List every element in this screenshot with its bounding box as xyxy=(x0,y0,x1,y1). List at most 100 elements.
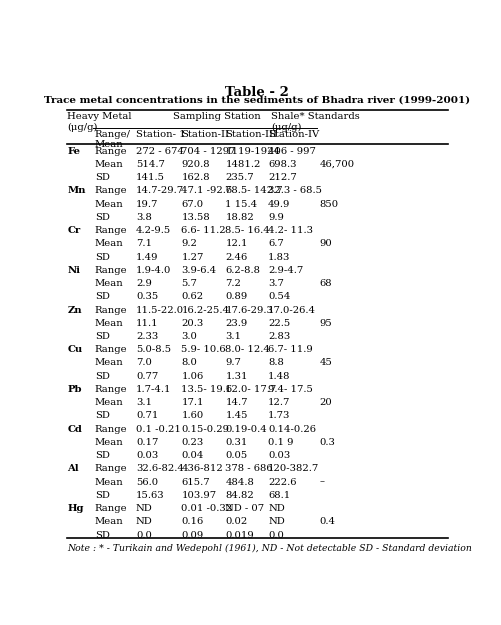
Text: Range: Range xyxy=(95,385,127,394)
Text: SD: SD xyxy=(95,372,109,381)
Text: 1.60: 1.60 xyxy=(181,411,203,421)
Text: 7.0: 7.0 xyxy=(136,359,151,368)
Text: Cd: Cd xyxy=(67,424,82,434)
Text: 235.7: 235.7 xyxy=(225,173,254,182)
Text: 0.03: 0.03 xyxy=(136,451,158,460)
Text: 0.17: 0.17 xyxy=(136,438,158,447)
Text: Al: Al xyxy=(67,464,79,473)
Text: 378 - 686: 378 - 686 xyxy=(225,464,273,473)
Text: 272 - 674: 272 - 674 xyxy=(136,147,183,156)
Text: 2.9: 2.9 xyxy=(136,279,151,288)
Text: 12.1: 12.1 xyxy=(225,239,247,248)
Text: Cr: Cr xyxy=(67,226,81,235)
Text: 2.46: 2.46 xyxy=(225,253,247,262)
Text: 4.2-9.5: 4.2-9.5 xyxy=(136,226,171,235)
Text: 12.7: 12.7 xyxy=(268,398,290,407)
Text: 484.8: 484.8 xyxy=(225,478,254,487)
Text: SD: SD xyxy=(95,292,109,301)
Text: 406 - 997: 406 - 997 xyxy=(268,147,316,156)
Text: Hg: Hg xyxy=(67,504,84,513)
Text: 0.1 -0.21: 0.1 -0.21 xyxy=(136,424,180,434)
Text: 23.9: 23.9 xyxy=(225,319,247,328)
Text: 90: 90 xyxy=(319,239,332,248)
Text: 0.019: 0.019 xyxy=(225,531,254,539)
Text: 78.5- 142.7: 78.5- 142.7 xyxy=(225,186,283,196)
Text: 3.1: 3.1 xyxy=(136,398,152,407)
Text: 1.31: 1.31 xyxy=(225,372,247,381)
Text: 15.63: 15.63 xyxy=(136,491,164,500)
Text: 615.7: 615.7 xyxy=(181,478,209,487)
Text: Mean: Mean xyxy=(95,279,123,288)
Text: 0.3: 0.3 xyxy=(319,438,335,447)
Text: Mean: Mean xyxy=(95,438,123,447)
Text: 18.82: 18.82 xyxy=(225,213,254,222)
Text: Ni: Ni xyxy=(67,266,80,275)
Text: 1119-1924: 1119-1924 xyxy=(225,147,280,156)
Text: 17.1: 17.1 xyxy=(181,398,203,407)
Text: 9.4- 17.5: 9.4- 17.5 xyxy=(268,385,313,394)
Text: Range/
Mean: Range/ Mean xyxy=(95,130,130,149)
Text: 5.9- 10.6: 5.9- 10.6 xyxy=(181,345,225,354)
Text: 1481.2: 1481.2 xyxy=(225,160,260,169)
Text: 11.5-22.0: 11.5-22.0 xyxy=(136,306,184,314)
Text: 12.0- 17.7: 12.0- 17.7 xyxy=(225,385,276,394)
Text: 141.5: 141.5 xyxy=(136,173,164,182)
Text: SD: SD xyxy=(95,213,109,222)
Text: 0.62: 0.62 xyxy=(181,292,203,301)
Text: Mean: Mean xyxy=(95,199,123,209)
Text: 1.45: 1.45 xyxy=(225,411,247,421)
Text: 4.2- 11.3: 4.2- 11.3 xyxy=(268,226,313,235)
Text: 0.1 9: 0.1 9 xyxy=(268,438,293,447)
Text: 1.83: 1.83 xyxy=(268,253,290,262)
Text: 22.5: 22.5 xyxy=(268,319,290,328)
Text: 3.8: 3.8 xyxy=(136,213,151,222)
Text: 3.0: 3.0 xyxy=(181,332,197,341)
Text: 45: 45 xyxy=(319,359,332,368)
Text: ND: ND xyxy=(268,518,285,526)
Text: 0.77: 0.77 xyxy=(136,372,158,381)
Text: 0.19-0.4: 0.19-0.4 xyxy=(225,424,267,434)
Text: –: – xyxy=(319,478,324,487)
Text: ND: ND xyxy=(136,504,152,513)
Text: Note : * - Turikain and Wedepohl (1961), ND - Not detectable SD - Standard devia: Note : * - Turikain and Wedepohl (1961),… xyxy=(67,544,471,553)
Text: Mean: Mean xyxy=(95,359,123,368)
Text: Station-III: Station-III xyxy=(225,130,277,139)
Text: Range: Range xyxy=(95,345,127,354)
Text: 0.14-0.26: 0.14-0.26 xyxy=(268,424,316,434)
Text: 67.0: 67.0 xyxy=(181,199,203,209)
Text: Trace metal concentrations in the sediments of Bhadra river (1999-2001): Trace metal concentrations in the sedime… xyxy=(44,96,469,105)
Text: Mean: Mean xyxy=(95,478,123,487)
Text: Range: Range xyxy=(95,424,127,434)
Text: 0.03: 0.03 xyxy=(268,451,290,460)
Text: 0.04: 0.04 xyxy=(181,451,203,460)
Text: Mean: Mean xyxy=(95,239,123,248)
Text: 7.2: 7.2 xyxy=(225,279,241,288)
Text: Station-II: Station-II xyxy=(181,130,229,139)
Text: 920.8: 920.8 xyxy=(181,160,209,169)
Text: 0.0: 0.0 xyxy=(268,531,284,539)
Text: Range: Range xyxy=(95,464,127,473)
Text: 222.6: 222.6 xyxy=(268,478,296,487)
Text: 0.09: 0.09 xyxy=(181,531,203,539)
Text: Sampling Station: Sampling Station xyxy=(172,112,260,121)
Text: 6.7: 6.7 xyxy=(268,239,284,248)
Text: 1.06: 1.06 xyxy=(181,372,203,381)
Text: 1.7-4.1: 1.7-4.1 xyxy=(136,385,171,394)
Text: 56.0: 56.0 xyxy=(136,478,158,487)
Text: 13.58: 13.58 xyxy=(181,213,210,222)
Text: SD: SD xyxy=(95,253,109,262)
Text: 1 15.4: 1 15.4 xyxy=(225,199,257,209)
Text: 0.0: 0.0 xyxy=(136,531,151,539)
Text: 13.5- 19.6: 13.5- 19.6 xyxy=(181,385,232,394)
Text: Cu: Cu xyxy=(67,345,83,354)
Text: 0.54: 0.54 xyxy=(268,292,290,301)
Text: ND: ND xyxy=(136,518,152,526)
Text: SD: SD xyxy=(95,531,109,539)
Text: Range: Range xyxy=(95,186,127,196)
Text: SD: SD xyxy=(95,411,109,421)
Text: 47.1 -92.6: 47.1 -92.6 xyxy=(181,186,232,196)
Text: 436-812: 436-812 xyxy=(181,464,223,473)
Text: Mean: Mean xyxy=(95,319,123,328)
Text: 514.7: 514.7 xyxy=(136,160,164,169)
Text: Range: Range xyxy=(95,504,127,513)
